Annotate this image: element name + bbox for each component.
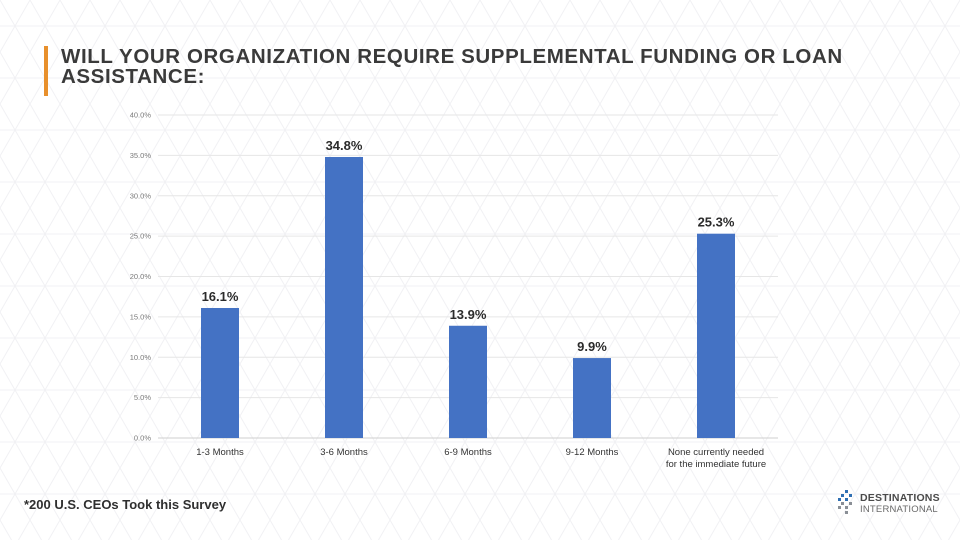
y-tick-label: 40.0%	[130, 111, 152, 120]
data-label: 9.9%	[577, 339, 607, 354]
x-category-label: 3-6 Months	[320, 447, 368, 458]
data-label: 16.1%	[202, 289, 239, 304]
y-tick-label: 15.0%	[130, 312, 152, 321]
data-label: 25.3%	[698, 215, 735, 230]
y-tick-label: 0.0%	[134, 434, 151, 443]
data-label: 34.8%	[326, 138, 363, 153]
bar	[449, 325, 487, 438]
bar	[573, 358, 611, 438]
bar	[201, 307, 239, 438]
logo-text-line1: DESTINATIONS	[860, 492, 940, 504]
y-tick-label: 20.0%	[130, 272, 152, 281]
x-category-label: None currently needed	[668, 447, 764, 458]
data-label: 13.9%	[450, 307, 487, 322]
y-tick-label: 25.0%	[130, 232, 152, 241]
y-tick-label: 35.0%	[130, 151, 152, 160]
diamond-dots-icon	[838, 490, 852, 514]
y-tick-label: 30.0%	[130, 191, 152, 200]
bar	[325, 156, 363, 439]
x-category-label: 9-12 Months	[566, 447, 619, 458]
survey-footnote: *200 U.S. CEOs Took this Survey	[24, 497, 227, 512]
bar	[697, 233, 735, 438]
y-tick-label: 10.0%	[130, 353, 152, 362]
title-accent-bar	[44, 46, 48, 96]
logo-text-line2: INTERNATIONAL	[860, 504, 938, 515]
destinations-international-logo: DESTINATIONS INTERNATIONAL	[838, 490, 948, 520]
x-category-label: 6-9 Months	[444, 447, 492, 458]
slide-title: WILL YOUR ORGANIZATION REQUIRE SUPPLEMEN…	[61, 45, 843, 88]
x-category-label: 1-3 Months	[196, 447, 244, 458]
x-category-label: for the immediate future	[666, 459, 766, 470]
y-tick-label: 5.0%	[134, 393, 151, 402]
